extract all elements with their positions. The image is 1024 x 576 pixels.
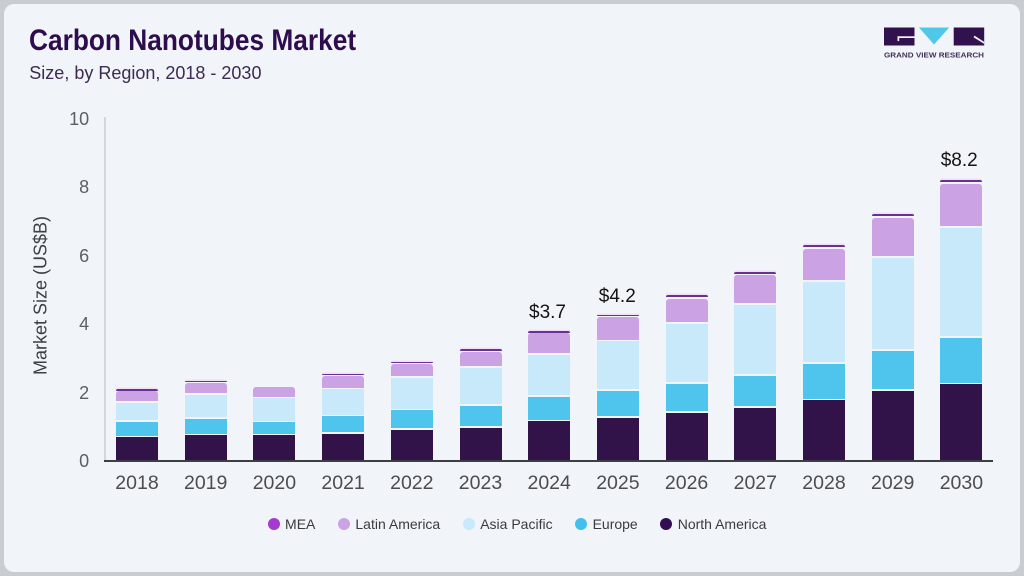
svg-text:GRAND VIEW RESEARCH: GRAND VIEW RESEARCH [884, 50, 984, 59]
